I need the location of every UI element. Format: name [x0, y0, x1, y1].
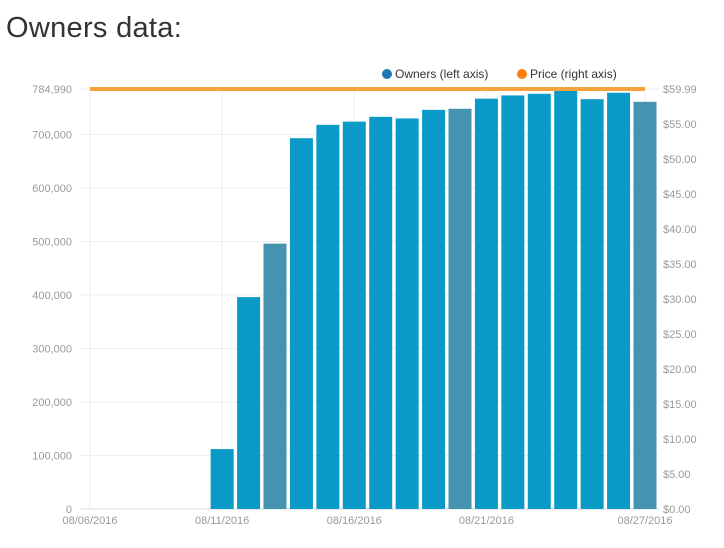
right-tick-label: $45.00: [663, 189, 697, 201]
x-tick-label: 08/27/2016: [617, 515, 672, 527]
right-tick-label: $59.99: [663, 84, 697, 96]
x-tick-label: 08/11/2016: [195, 515, 249, 527]
right-tick-label: $15.00: [663, 399, 697, 411]
page-title: Owners data:: [6, 12, 183, 44]
left-tick-label: 200,000: [32, 397, 72, 409]
x-axis: 08/06/2016 08/11/2016 08/16/2016 08/21/2016…: [62, 515, 672, 527]
owners-bar[interactable]: [210, 449, 234, 509]
right-tick-label: $25.00: [663, 329, 697, 341]
owners-bar[interactable]: [527, 93, 551, 509]
legend-item-price[interactable]: Price (right axis): [517, 67, 617, 81]
owners-bar[interactable]: [501, 95, 525, 510]
owners-bar[interactable]: [369, 116, 393, 510]
owners-bar[interactable]: [395, 118, 419, 509]
left-tick-label: 500,000: [32, 236, 72, 248]
left-tick-label: 700,000: [32, 129, 72, 141]
owners-bar[interactable]: [237, 297, 261, 509]
owners-bar[interactable]: [607, 92, 631, 509]
right-tick-label: $20.00: [663, 364, 697, 376]
right-tick-label: $30.00: [663, 294, 697, 306]
right-tick-label: $5.00: [663, 469, 691, 481]
left-tick-label: 400,000: [32, 290, 72, 302]
right-axis: $0.00 $5.00 $10.00 $15.00 $20.00 $25.00 $30.00…: [663, 84, 697, 516]
right-tick-label: $50.00: [663, 154, 697, 166]
left-tick-label: 0: [66, 504, 72, 516]
left-tick-label: 600,000: [32, 183, 72, 195]
right-tick-label: $40.00: [663, 224, 697, 236]
owners-bar[interactable]: [633, 101, 657, 510]
legend-item-owners[interactable]: Owners (left axis): [382, 67, 488, 81]
x-tick-label: 08/16/2016: [327, 515, 382, 527]
owners-bar[interactable]: [580, 99, 604, 509]
owners-bar[interactable]: [448, 108, 472, 509]
left-tick-label: 784,990: [32, 84, 72, 96]
owners-bar[interactable]: [422, 109, 446, 510]
right-tick-label: $0.00: [663, 504, 691, 516]
owners-bar[interactable]: [316, 124, 340, 510]
owners-bar[interactable]: [289, 138, 313, 509]
right-tick-label: $35.00: [663, 259, 697, 271]
legend-swatch: [382, 69, 392, 79]
legend[interactable]: Owners (left axis) Price (right axis): [382, 67, 617, 81]
legend-label: Owners (left axis): [395, 67, 488, 81]
legend-label: Price (right axis): [530, 67, 617, 81]
left-axis: 0 100,000 200,000 300,000 400,000 500,000 600,…: [32, 84, 72, 516]
legend-swatch: [517, 69, 527, 79]
x-tick-label: 08/21/2016: [459, 515, 514, 527]
right-tick-label: $10.00: [663, 434, 697, 446]
right-tick-label: $55.00: [663, 119, 697, 131]
owners-bar[interactable]: [554, 89, 578, 509]
owners-bars: [210, 89, 657, 510]
left-tick-label: 300,000: [32, 343, 72, 355]
owners-bar[interactable]: [474, 98, 498, 510]
owners-bar[interactable]: [263, 243, 287, 509]
owners-bar[interactable]: [342, 121, 366, 509]
left-tick-label: 100,000: [32, 450, 72, 462]
x-tick-label: 08/06/2016: [62, 515, 117, 527]
